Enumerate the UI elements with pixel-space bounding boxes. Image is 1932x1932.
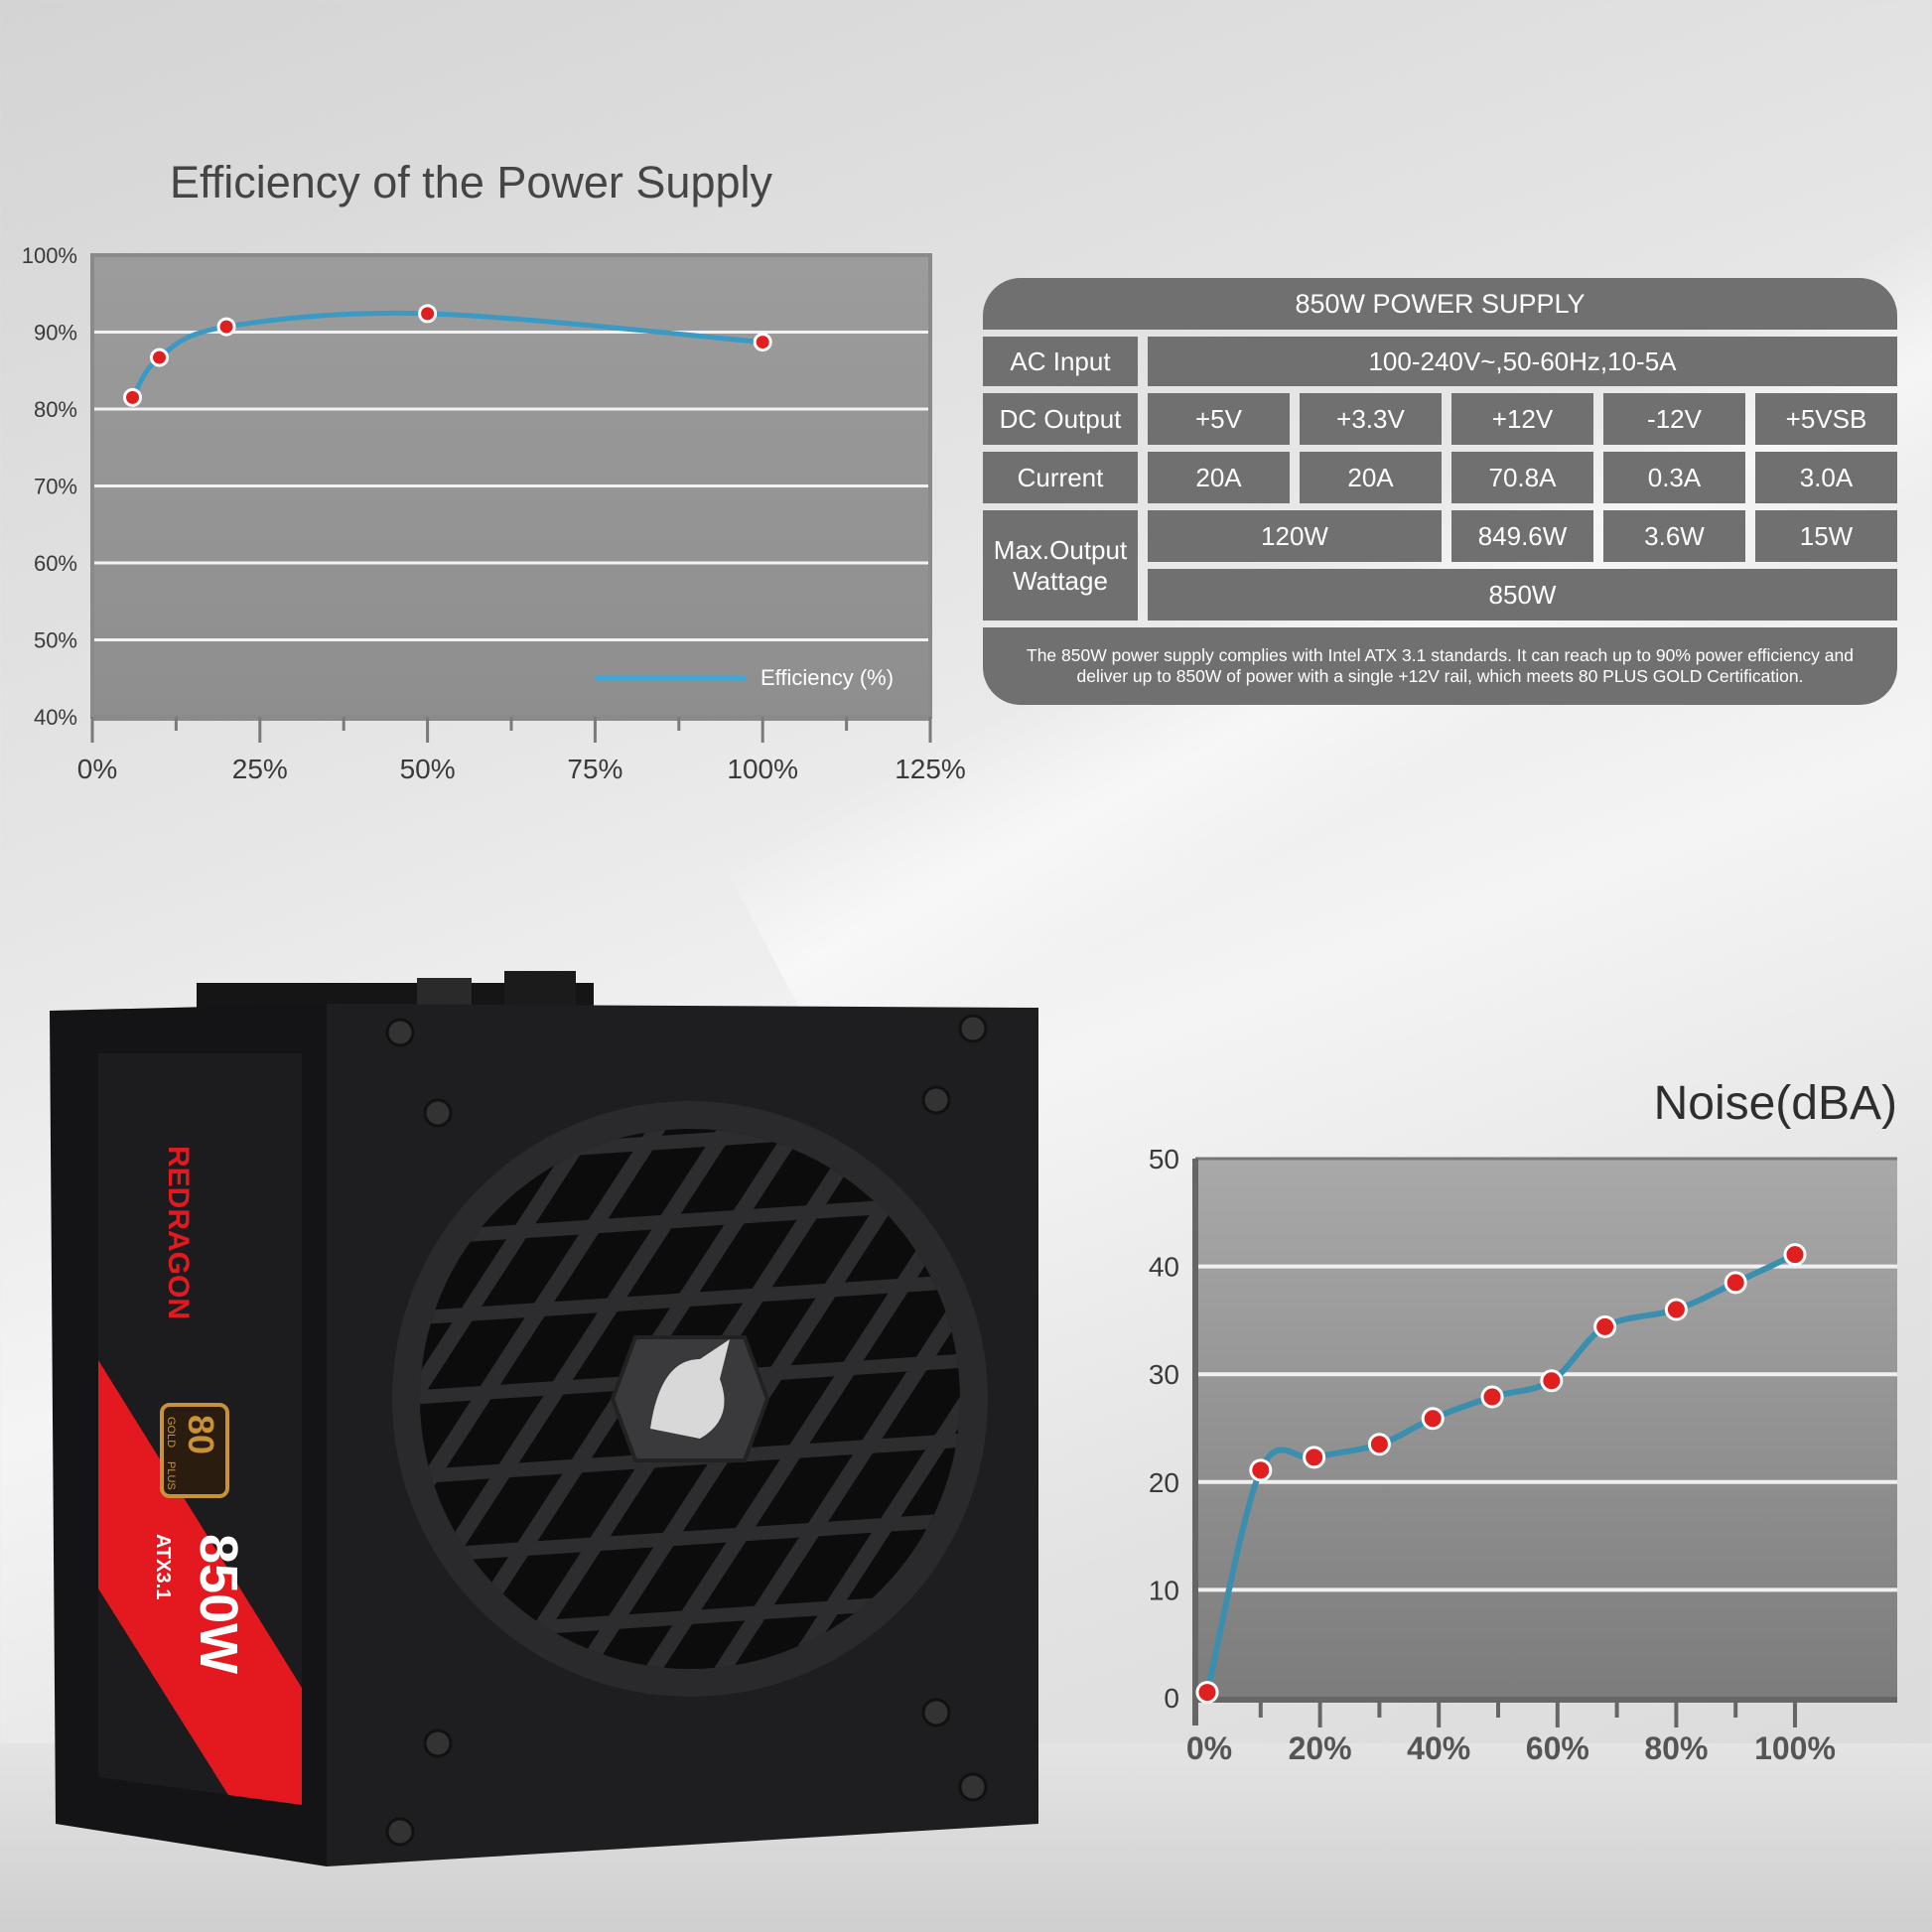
dc-output-cell: +12V [1451, 393, 1593, 445]
noise-point [1249, 1458, 1273, 1482]
grille-slat [564, 1129, 960, 1669]
ac-input-value: 100-240V~,50-60Hz,10-5A [1148, 337, 1897, 386]
y-tick-label: 50% [34, 628, 77, 653]
ac-input-label: AC Input [983, 337, 1138, 386]
noise-point [1783, 1243, 1807, 1267]
badge-tier: GOLD [165, 1417, 177, 1448]
efficiency-point [123, 387, 143, 407]
badge-plus: PLUS [165, 1461, 177, 1490]
max-output-cell: 15W [1755, 510, 1897, 562]
current-cell: 70.8A [1451, 452, 1593, 503]
spec-table-header: 850W POWER SUPPLY [983, 278, 1897, 330]
plot-area [1195, 1159, 1897, 1698]
efficiency-point [418, 304, 438, 324]
psu-product-image: REDRAGON 80 PLUS GOLD 850W ATX3.1 [50, 971, 1038, 1866]
x-tick-label: 0% [77, 754, 117, 784]
brand-logo: REDRAGON [162, 1146, 195, 1319]
y-tick-label: 30 [1149, 1359, 1179, 1390]
y-tick-label: 20 [1149, 1467, 1179, 1498]
max-output-cell: 120W [1148, 510, 1442, 562]
y-tick-label: 40% [34, 705, 77, 730]
efficiency-point [150, 347, 170, 367]
dragon-logo-icon [650, 1339, 730, 1439]
dc-output-cell: -12V [1603, 393, 1745, 445]
max-output-label: Max.Output Wattage [983, 510, 1138, 621]
wattage-label: 850W [189, 1534, 248, 1674]
current-cell: 20A [1148, 452, 1290, 503]
x-tick-label: 60% [1526, 1730, 1589, 1766]
y-tick-label: 70% [34, 475, 77, 499]
max-output-cell: 849.6W [1451, 510, 1593, 562]
dc-output-label: DC Output [983, 393, 1138, 445]
y-tick-label: 50 [1149, 1144, 1179, 1174]
current-cell: 20A [1300, 452, 1442, 503]
y-tick-label: 100% [22, 243, 77, 268]
spec-note: The 850W power supply complies with Inte… [983, 627, 1897, 705]
noise-point [1367, 1433, 1391, 1456]
noise-point [1303, 1446, 1326, 1469]
current-label: Current [983, 452, 1138, 503]
top-connector [417, 978, 472, 1008]
x-tick-label: 80% [1644, 1730, 1708, 1766]
spec-table: 850W POWER SUPPLY AC Input 100-240V~,50-… [983, 278, 1897, 705]
noise-chart: 0 10 20 30 40 50 0% 20% 40% 60% 80% 100% [1149, 1144, 1897, 1766]
x-tick-label: 20% [1289, 1730, 1352, 1766]
x-tick-label: 75% [567, 754, 622, 784]
x-tick-label: 125% [895, 754, 966, 784]
y-tick-label: 90% [34, 321, 77, 345]
grille-slat [633, 1129, 960, 1669]
screw-icon [423, 1098, 453, 1128]
current-cell: 0.3A [1603, 452, 1745, 503]
efficiency-point [216, 317, 236, 337]
noise-point [1724, 1271, 1747, 1295]
top-connector [504, 971, 576, 1009]
x-tick-label: 0% [1186, 1730, 1232, 1766]
noise-point [1540, 1369, 1564, 1393]
screw-icon [423, 1728, 453, 1758]
current-cell: 3.0A [1755, 452, 1897, 503]
screw-icon [958, 1014, 988, 1043]
x-tick-label: 50% [400, 754, 456, 784]
y-tick-label: 80% [34, 397, 77, 422]
x-tick-label: 100% [727, 754, 798, 784]
efficiency-chart: 40% 50% 60% 70% 80% 90% 100% 0% 25% 50% 75% 100% 125… [22, 243, 966, 784]
noise-point [1195, 1681, 1219, 1705]
dc-output-cell: +3.3V [1300, 393, 1442, 445]
y-tick-label: 60% [34, 551, 77, 576]
noise-point [1480, 1385, 1504, 1409]
efficiency-chart-title: Efficiency of the Power Supply [170, 157, 772, 207]
grille-bar [420, 1273, 960, 1326]
y-tick-label: 10 [1149, 1575, 1179, 1605]
screw-icon [385, 1817, 415, 1847]
red-stripe [98, 1360, 302, 1805]
screw-icon [958, 1772, 988, 1802]
screw-icon [921, 1698, 951, 1727]
x-tick-label: 25% [232, 754, 288, 784]
screw-icon [385, 1018, 415, 1047]
y-tick-label: 0 [1164, 1683, 1179, 1714]
legend-label: Efficiency (%) [760, 665, 894, 690]
y-tick-label: 40 [1149, 1252, 1179, 1283]
max-output-total: 850W [1148, 569, 1897, 621]
grille-bar [420, 1511, 960, 1565]
dc-output-cell: +5VSB [1755, 393, 1897, 445]
dc-output-cell: +5V [1148, 393, 1290, 445]
screw-icon [921, 1085, 951, 1115]
noise-chart-title: Noise(dBA) [1653, 1077, 1897, 1130]
80-plus-badge [160, 1403, 229, 1498]
noise-point [1421, 1407, 1445, 1431]
noise-point [1593, 1314, 1617, 1338]
x-tick-label: 100% [1754, 1730, 1836, 1766]
max-output-cell: 3.6W [1603, 510, 1745, 562]
efficiency-point [753, 333, 772, 352]
noise-point [1664, 1298, 1688, 1321]
x-tick-label: 40% [1407, 1730, 1470, 1766]
badge-number: 80 [181, 1415, 221, 1454]
standard-label: ATX3.1 [152, 1534, 174, 1599]
